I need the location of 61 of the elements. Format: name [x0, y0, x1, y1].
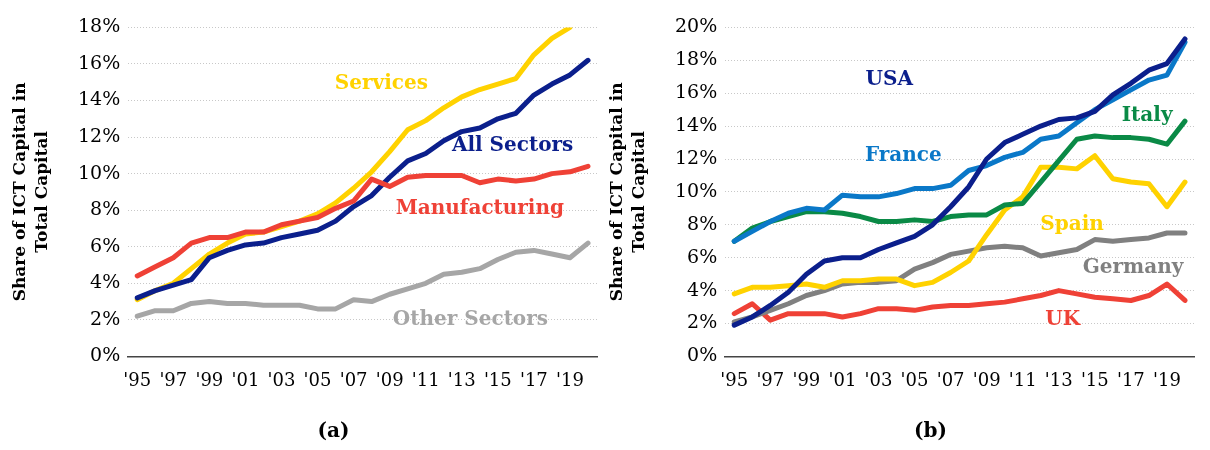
y-tick-label: 4%	[687, 277, 718, 300]
x-tick-label: '03	[864, 368, 893, 390]
text: USA	[865, 66, 914, 91]
y-tick-label: 18%	[78, 14, 121, 37]
x-tick-label: '19	[1153, 368, 1181, 390]
y-tick-label: 6%	[90, 233, 121, 256]
x-tick-label: '11	[411, 368, 440, 390]
text: (a)	[317, 418, 350, 443]
x-tick-label: '95	[123, 368, 152, 390]
x-tick-label: '13	[1044, 368, 1073, 390]
x-tick-label: '17	[1116, 368, 1145, 390]
y-tick-label: 20%	[675, 14, 718, 37]
text: (b)	[914, 418, 947, 443]
series-label: Services	[334, 69, 428, 94]
series-label: UK	[1045, 306, 1081, 331]
y-tick-label: 2%	[90, 306, 121, 329]
y-tick-label: 2%	[687, 310, 718, 333]
y-tick-label: 0%	[90, 343, 121, 366]
x-tick-label: '01	[828, 368, 857, 390]
x-tick-label: '09	[972, 368, 1001, 390]
y-tick-label: 16%	[78, 50, 121, 73]
series-label: Other Sectors	[392, 306, 549, 331]
x-tick-label: '05	[900, 368, 929, 390]
x-tick-label: '99	[792, 368, 821, 390]
y-tick-label: 6%	[687, 244, 718, 267]
series-label: France	[864, 141, 942, 166]
series-label: Italy	[1121, 102, 1174, 127]
y-tick-label: 8%	[687, 211, 718, 234]
x-tick-label: '07	[339, 368, 368, 390]
x-tick-label: '01	[231, 368, 260, 390]
y-axis-title: Share of ICT Capital in Total Capital	[9, 82, 52, 302]
y-tick-label: 4%	[90, 270, 121, 293]
y-tick-label: 18%	[675, 47, 718, 70]
x-tick-label: '07	[936, 368, 965, 390]
series-label: All Sectors	[450, 132, 574, 157]
y-tick-label: 10%	[675, 178, 718, 201]
y-tick-label: 12%	[675, 145, 718, 168]
x-tick-label: '19	[556, 368, 584, 390]
series-label: Germany	[1082, 253, 1185, 278]
x-tick-label: '15	[483, 368, 512, 390]
x-tick-label: '97	[756, 368, 785, 390]
x-tick-label: '05	[303, 368, 332, 390]
series-label: Manufacturing	[395, 194, 564, 219]
y-tick-label: 14%	[675, 113, 718, 136]
x-tick-label: '13	[447, 368, 476, 390]
x-tick-label: '95	[720, 368, 749, 390]
y-tick-label: 10%	[78, 160, 121, 183]
x-tick-label: '17	[519, 368, 548, 390]
y-tick-label: 16%	[675, 80, 718, 103]
x-tick-label: '09	[375, 368, 404, 390]
y-tick-label: 12%	[78, 124, 121, 146]
y-tick-label: 8%	[90, 197, 121, 220]
x-tick-label: '99	[195, 368, 224, 390]
x-tick-label: '11	[1008, 368, 1037, 390]
x-tick-label: '03	[267, 368, 296, 390]
y-tick-label: 0%	[687, 343, 718, 366]
series-label: Spain	[1040, 211, 1105, 235]
y-tick-label: 14%	[78, 87, 121, 110]
x-tick-label: '15	[1080, 368, 1109, 390]
x-tick-label: '97	[159, 368, 188, 390]
y-axis-title: Share of ICT Capital in Total Capital	[606, 82, 649, 302]
